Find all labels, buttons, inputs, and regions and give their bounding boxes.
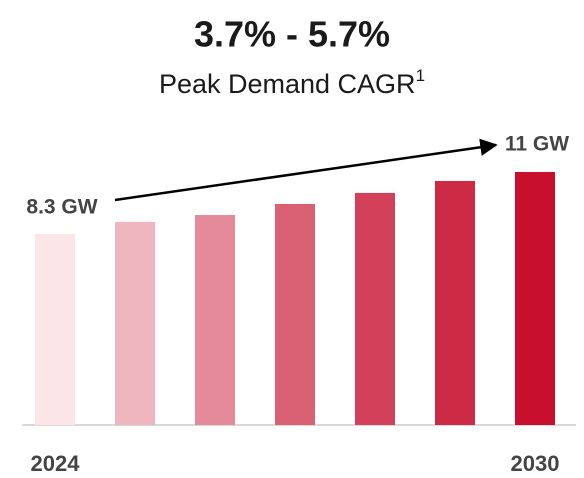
subtitle-text: Peak Demand CAGR: [159, 69, 416, 99]
x-tick-label: 2030: [511, 451, 560, 476]
x-tick-label: 2024: [31, 451, 81, 476]
bar: [515, 172, 555, 425]
bar: [115, 221, 155, 425]
bar: [355, 192, 395, 425]
value-label: 11 GW: [505, 133, 569, 156]
subtitle-superscript: 1: [416, 66, 425, 85]
bar: [35, 234, 75, 425]
bar: [435, 180, 475, 425]
bar: [195, 215, 235, 425]
growth-arrow: [114, 138, 498, 202]
value-label: 8.3 GW: [26, 196, 97, 219]
bar: [275, 203, 315, 425]
chart-subtitle: Peak Demand CAGR1: [159, 66, 425, 99]
chart-title: 3.7% - 5.7%: [194, 14, 390, 55]
